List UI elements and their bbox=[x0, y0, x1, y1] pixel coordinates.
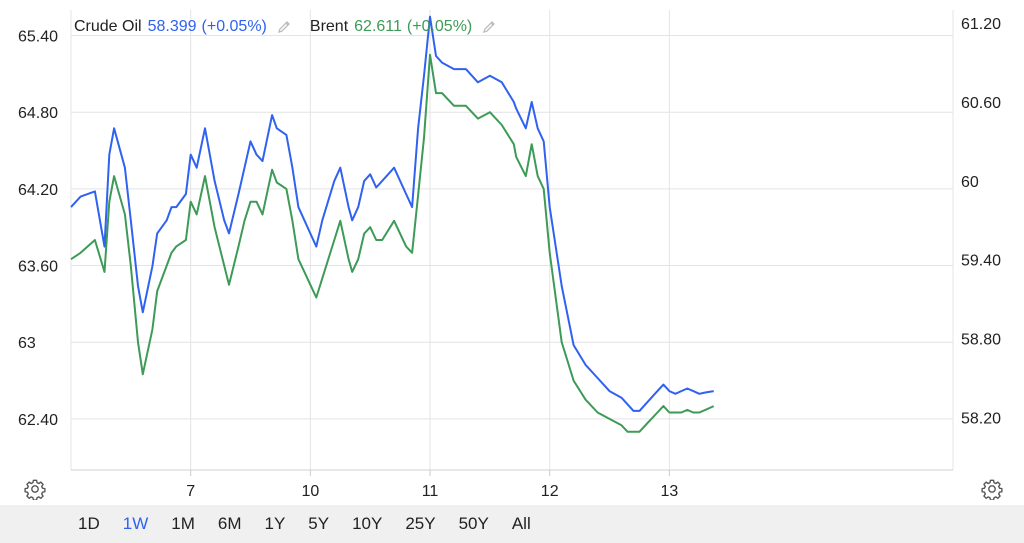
legend-change: (+0.05%) bbox=[201, 18, 267, 35]
y-right-tick-label: 60 bbox=[961, 174, 979, 191]
legend-item-crude-oil[interactable]: Crude Oil 58.399 (+0.05%) bbox=[74, 18, 292, 36]
legend-name: Brent bbox=[309, 18, 349, 35]
range-button-1w[interactable]: 1W bbox=[122, 514, 149, 533]
range-button-1y[interactable]: 1Y bbox=[264, 514, 286, 533]
axes: 62.40 63 63.60 64.20 64.80 65.40 58.20 58.80 59.… bbox=[18, 16, 1001, 500]
line-chart: 62.40 63 63.60 64.20 64.80 65.40 58.20 58.80 59.… bbox=[18, 10, 1001, 500]
legend-name: Crude Oil bbox=[74, 18, 142, 35]
y-left-tick-label: 63.60 bbox=[18, 259, 58, 276]
y-left-tick-label: 64.80 bbox=[18, 105, 58, 122]
pencil-icon[interactable] bbox=[276, 19, 292, 35]
range-selector: 1D 1W 1M 6M 1Y 5Y 10Y 25Y 50Y All bbox=[0, 505, 1024, 543]
range-button-10y[interactable]: 10Y bbox=[352, 514, 383, 533]
y-left-tick-label: 65.40 bbox=[18, 29, 58, 46]
legend-item-brent[interactable]: Brent 62.611 (+0.05%) bbox=[310, 18, 497, 36]
series bbox=[70, 15, 715, 433]
series-line-brent bbox=[70, 53, 715, 433]
y-left-tick-label: 64.20 bbox=[18, 182, 58, 199]
range-button-6m[interactable]: 6M bbox=[217, 514, 242, 533]
legend-value: 62.611 bbox=[354, 18, 402, 35]
range-button-1m[interactable]: 1M bbox=[171, 514, 195, 533]
range-button-1d[interactable]: 1D bbox=[78, 514, 100, 533]
legend-change: (+0.05%) bbox=[406, 18, 473, 35]
y-right-tick-label: 58.80 bbox=[961, 332, 1001, 349]
y-right-tick-label: 59.40 bbox=[961, 253, 1001, 270]
legend: Crude Oil 58.399 (+0.05%) Brent 62.611 (… bbox=[74, 18, 515, 36]
y-right-tick-label: 61.20 bbox=[961, 16, 1001, 33]
range-button-all[interactable]: All bbox=[511, 514, 531, 533]
pencil-icon[interactable] bbox=[481, 19, 497, 35]
x-tick-label: 13 bbox=[660, 483, 678, 500]
range-button-50y[interactable]: 50Y bbox=[458, 514, 489, 533]
chart-area: 62.40 63 63.60 64.20 64.80 65.40 58.20 58.80 59.… bbox=[18, 10, 1003, 500]
gear-icon[interactable] bbox=[24, 478, 46, 500]
y-right-tick-label: 60.60 bbox=[961, 95, 1001, 112]
range-button-5y[interactable]: 5Y bbox=[308, 514, 330, 533]
range-button-25y[interactable]: 25Y bbox=[405, 514, 436, 533]
x-tick-label: 11 bbox=[422, 483, 439, 500]
x-tick-label: 7 bbox=[186, 483, 195, 500]
gear-icon[interactable] bbox=[981, 478, 1003, 500]
series-line-crude-oil bbox=[70, 15, 714, 412]
x-tick-label: 12 bbox=[541, 483, 559, 500]
grid bbox=[70, 10, 954, 471]
legend-value: 58.399 bbox=[147, 18, 197, 35]
x-tick-label: 10 bbox=[301, 483, 319, 500]
y-left-tick-label: 62.40 bbox=[18, 412, 58, 429]
y-left-tick-label: 63 bbox=[18, 335, 36, 352]
y-right-tick-label: 58.20 bbox=[961, 410, 1001, 427]
